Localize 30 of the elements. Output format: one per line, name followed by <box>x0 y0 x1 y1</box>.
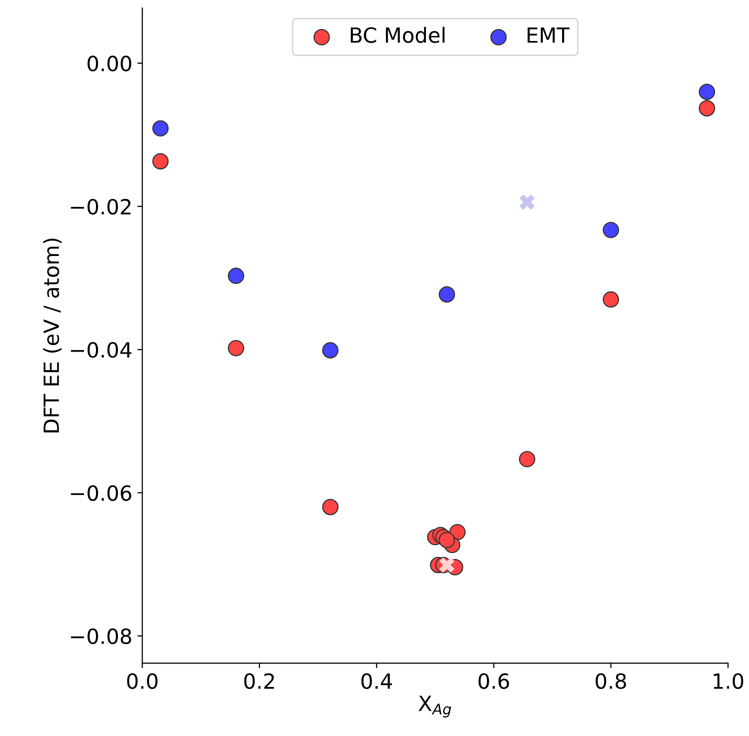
point <box>228 268 244 284</box>
legend-label: BC Model <box>350 26 444 43</box>
x-tick-label: 0.4 <box>361 673 392 689</box>
x-tick-label: 0.6 <box>478 673 509 689</box>
point <box>438 286 456 303</box>
legend-label: EMT <box>528 27 570 43</box>
point <box>438 532 456 548</box>
point <box>322 498 338 516</box>
x-tick-label: 0.2 <box>244 673 274 689</box>
point <box>152 153 169 170</box>
x-tick-label: 0.0 <box>127 673 158 689</box>
point <box>518 450 536 468</box>
y-tick-label: −0.06 <box>70 485 132 501</box>
x-tick-label: 0.8 <box>596 673 626 689</box>
point <box>602 291 620 308</box>
y-tick-label: −0.08 <box>70 628 132 644</box>
point <box>698 84 716 100</box>
point <box>152 120 169 137</box>
point <box>439 557 454 573</box>
y-tick-label: −0.02 <box>70 198 130 215</box>
point <box>602 222 620 238</box>
y-tick-label: 0.00 <box>88 56 132 72</box>
y-tick-label: −0.04 <box>70 342 132 358</box>
point <box>322 342 338 358</box>
point <box>698 100 716 116</box>
point <box>228 340 244 356</box>
x-axis-title: X$_{Ag}$ <box>418 696 452 718</box>
y-axis-title: DFT EE (eV / atom) <box>43 238 62 432</box>
x-tick-label: 1.0 <box>714 673 744 689</box>
point <box>520 194 535 210</box>
